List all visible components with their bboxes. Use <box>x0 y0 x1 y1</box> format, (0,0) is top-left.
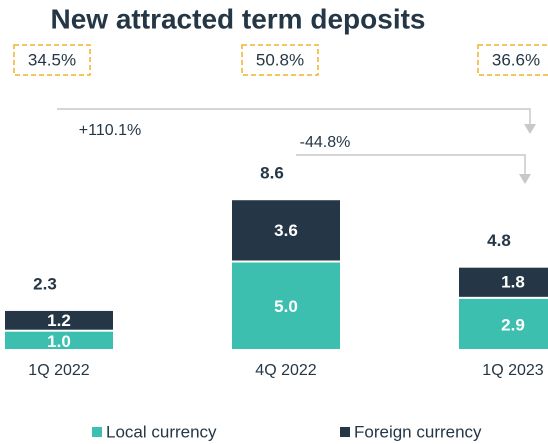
arrow-heads <box>519 124 536 184</box>
growth-label: +110.1% <box>79 122 141 139</box>
arrow-line <box>296 154 526 176</box>
bar-segment <box>5 331 113 349</box>
share-label: 36.6% <box>492 50 540 69</box>
x-tick-label: 4Q 2022 <box>255 362 316 379</box>
growth-arrows <box>57 108 531 176</box>
x-tick-label: 1Q 2023 <box>482 362 543 379</box>
share-box <box>13 44 91 76</box>
data-label: 1.2 <box>47 311 71 330</box>
bar-segment <box>232 262 340 349</box>
legend-swatch <box>340 427 350 437</box>
total-label: 4.8 <box>487 231 511 250</box>
share-label: 50.8% <box>256 50 304 69</box>
bar-segment <box>459 298 548 349</box>
share-label: 34.5% <box>28 50 76 69</box>
share-box <box>241 44 319 76</box>
legend-label: Local currency <box>106 422 217 441</box>
data-label: 1.0 <box>47 332 71 351</box>
data-label: 1.8 <box>501 273 525 292</box>
legend-label: Foreign currency <box>354 422 482 441</box>
chart-title: New attracted term deposits <box>51 3 426 34</box>
bar-segment <box>459 267 548 297</box>
arrow-line <box>57 108 531 126</box>
data-label: 2.9 <box>501 315 525 334</box>
data-label: 5.0 <box>274 297 298 316</box>
growth-label: -44.8% <box>300 134 351 151</box>
data-label: 3.6 <box>274 221 298 240</box>
legend-swatch <box>92 427 102 437</box>
share-box <box>477 44 548 76</box>
bar-segment <box>5 310 113 330</box>
bar-segment <box>232 200 340 261</box>
x-tick-label: 1Q 2022 <box>28 362 89 379</box>
total-label: 2.3 <box>33 274 57 293</box>
total-label: 8.6 <box>260 164 284 183</box>
